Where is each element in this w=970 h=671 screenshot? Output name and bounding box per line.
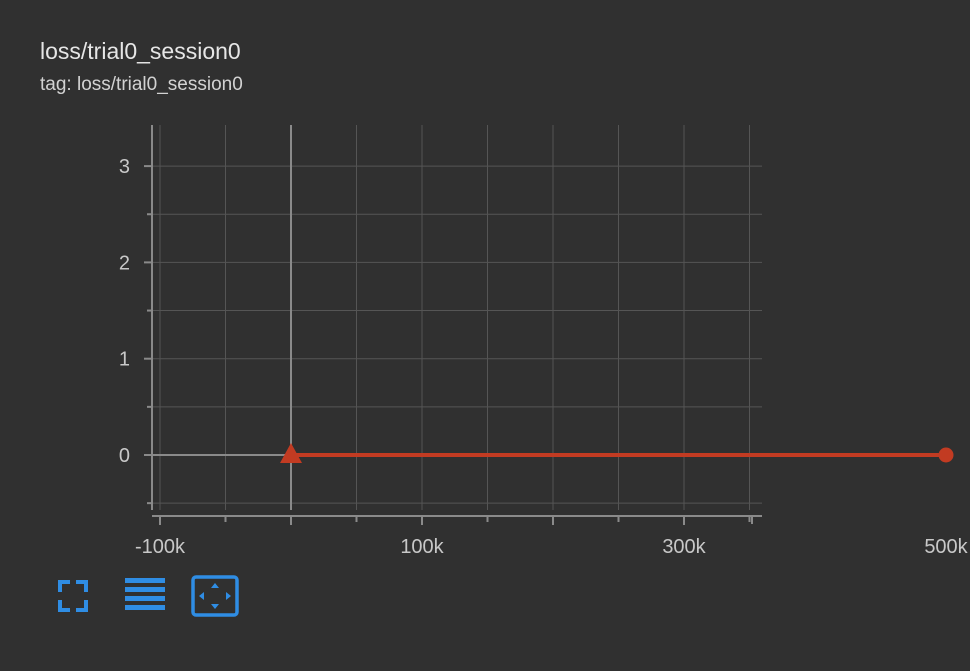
x-tick-label: -100k <box>135 536 186 558</box>
fit-domain-button[interactable] <box>190 574 239 618</box>
card-subtitle: tag: loss/trial0_session0 <box>40 74 243 95</box>
x-tick-label: 100k <box>400 536 444 558</box>
fullscreen-button[interactable] <box>50 574 96 618</box>
lines-icon <box>125 578 165 610</box>
y-tick-label: 3 <box>119 156 130 178</box>
y-tick-label: 2 <box>119 252 130 274</box>
fit-domain-icon <box>191 575 239 617</box>
fullscreen-icon <box>58 580 88 612</box>
card-title: loss/trial0_session0 <box>40 38 241 64</box>
x-tick-label: 300k <box>662 536 706 558</box>
y-tick-label: 1 <box>119 349 130 371</box>
x-tick-label: 500k <box>924 536 968 558</box>
series-end-marker <box>938 447 954 463</box>
y-tick-label: 0 <box>119 445 130 467</box>
series-start-marker <box>280 443 302 463</box>
toggle-log-scale-button[interactable] <box>120 574 166 618</box>
